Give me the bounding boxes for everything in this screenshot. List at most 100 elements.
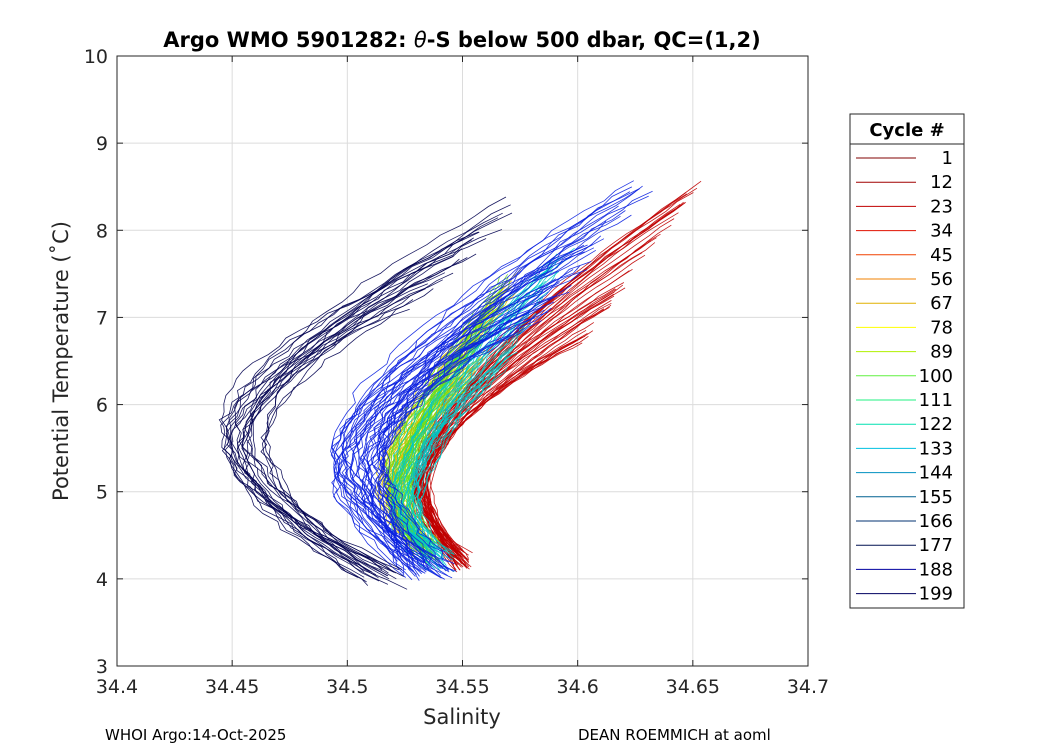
profile-line	[225, 257, 468, 578]
data-curves	[218, 180, 702, 590]
y-tick-label: 7	[96, 307, 108, 329]
series-5	[218, 196, 513, 590]
profile-line	[409, 256, 572, 570]
profile-line	[377, 186, 633, 573]
x-tick-label: 34.55	[435, 676, 489, 698]
profile-line	[331, 244, 593, 570]
profile-line	[399, 349, 513, 569]
legend-label: 111	[919, 390, 953, 411]
profile-line	[420, 192, 694, 567]
profile-line	[341, 247, 595, 563]
x-tick-label: 34.65	[666, 676, 720, 698]
profile-line	[419, 336, 583, 571]
profile-line	[405, 384, 491, 559]
x-tick-label: 34.7	[787, 676, 829, 698]
profile-line	[418, 330, 525, 557]
legend-label: 133	[919, 438, 953, 459]
chart-title: Argo WMO 5901282: θ-S below 500 dbar, QC…	[163, 28, 760, 52]
profile-line	[331, 295, 554, 564]
x-tick-label: 34.45	[205, 676, 259, 698]
profile-line	[413, 288, 617, 564]
profile-line	[378, 317, 536, 565]
profile-line	[333, 215, 621, 572]
profile-line	[381, 327, 526, 572]
x-axis-label: Salinity	[423, 705, 501, 729]
x-tick-label: 34.6	[557, 676, 599, 698]
profile-line	[369, 220, 607, 572]
x-tick-label: 34.4	[96, 676, 138, 698]
series-4	[330, 180, 653, 581]
profile-line	[221, 229, 503, 571]
profile-line	[223, 283, 428, 572]
x-tick-label: 34.5	[326, 676, 368, 698]
legend-box	[849, 113, 965, 609]
legend-label: 12	[930, 172, 953, 193]
profile-line	[330, 188, 640, 579]
legend-label: 89	[930, 342, 953, 363]
profile-line	[362, 325, 520, 577]
profile-line	[228, 288, 426, 573]
profile-line	[357, 291, 570, 561]
y-tick-label: 3	[96, 656, 108, 678]
y-tick-label: 9	[96, 133, 108, 155]
y-axis-ticks: 3 4 5 6 7 8 9 10	[84, 46, 808, 678]
profile-line	[377, 185, 643, 578]
legend-label: 188	[919, 559, 953, 580]
profile-line	[383, 365, 470, 549]
profile-line	[410, 351, 510, 552]
legend-label: 67	[930, 293, 953, 314]
profile-line	[382, 235, 602, 560]
profile-line	[234, 238, 487, 577]
footer-right-text: DEAN ROEMMICH at aoml	[578, 726, 771, 744]
profile-line	[352, 191, 631, 575]
legend-label: 1	[942, 148, 953, 169]
profile-line	[218, 308, 410, 586]
legend-entries: 1 12 23 34 45 56 67 78 89 100 111 122 133 144 155 166 17…	[856, 148, 953, 605]
legend: Cycle # 1 12 23 34 45 56 67 78 89 100 111 122 133 144…	[849, 113, 965, 609]
profile-line	[246, 231, 479, 579]
profile-line	[362, 251, 585, 566]
profile-line	[241, 248, 463, 582]
profile-line	[244, 253, 477, 574]
legend-label: 199	[919, 584, 953, 605]
plot-area: 34.4 34.45 34.5 34.55 34.6 34.65 34.7 3 4 5 6 7 8 9 1…	[84, 46, 829, 698]
legend-label: 166	[919, 511, 953, 532]
y-tick-label: 4	[96, 569, 108, 591]
y-tick-label: 10	[84, 46, 108, 68]
profile-line	[261, 217, 499, 580]
profile-line	[341, 244, 588, 571]
profile-line	[378, 320, 542, 563]
profile-line	[390, 280, 546, 553]
profile-line	[371, 285, 572, 573]
legend-label: 23	[930, 196, 953, 217]
legend-label: 122	[919, 414, 953, 435]
legend-label: 78	[930, 317, 953, 338]
profile-line	[391, 269, 549, 573]
profile-line	[417, 323, 532, 552]
profile-line	[377, 205, 619, 576]
legend-label: 177	[919, 535, 953, 556]
y-tick-label: 6	[96, 395, 108, 417]
legend-label: 100	[919, 366, 953, 387]
profile-line	[421, 306, 610, 565]
y-axis-label: Potential Temperature (˚C)	[49, 221, 73, 501]
profile-line	[419, 270, 630, 573]
legend-label: 56	[930, 269, 953, 290]
profile-line	[426, 201, 684, 556]
profile-line	[400, 325, 525, 557]
x-axis-ticks: 34.4 34.45 34.5 34.55 34.6 34.65 34.7	[96, 56, 829, 698]
legend-label: 45	[930, 245, 953, 266]
legend-label: 155	[919, 487, 953, 508]
profile-line	[236, 212, 503, 590]
profile-line	[406, 291, 549, 573]
profile-line	[416, 313, 537, 559]
y-tick-label: 5	[96, 482, 108, 504]
footer-left-text: WHOI Argo:14-Oct-2025	[105, 726, 287, 744]
profile-line	[390, 247, 575, 566]
legend-label: 144	[919, 463, 953, 484]
y-tick-label: 8	[96, 220, 108, 242]
legend-title: Cycle #	[869, 120, 944, 141]
profile-line	[373, 272, 581, 572]
legend-label: 34	[930, 221, 953, 242]
